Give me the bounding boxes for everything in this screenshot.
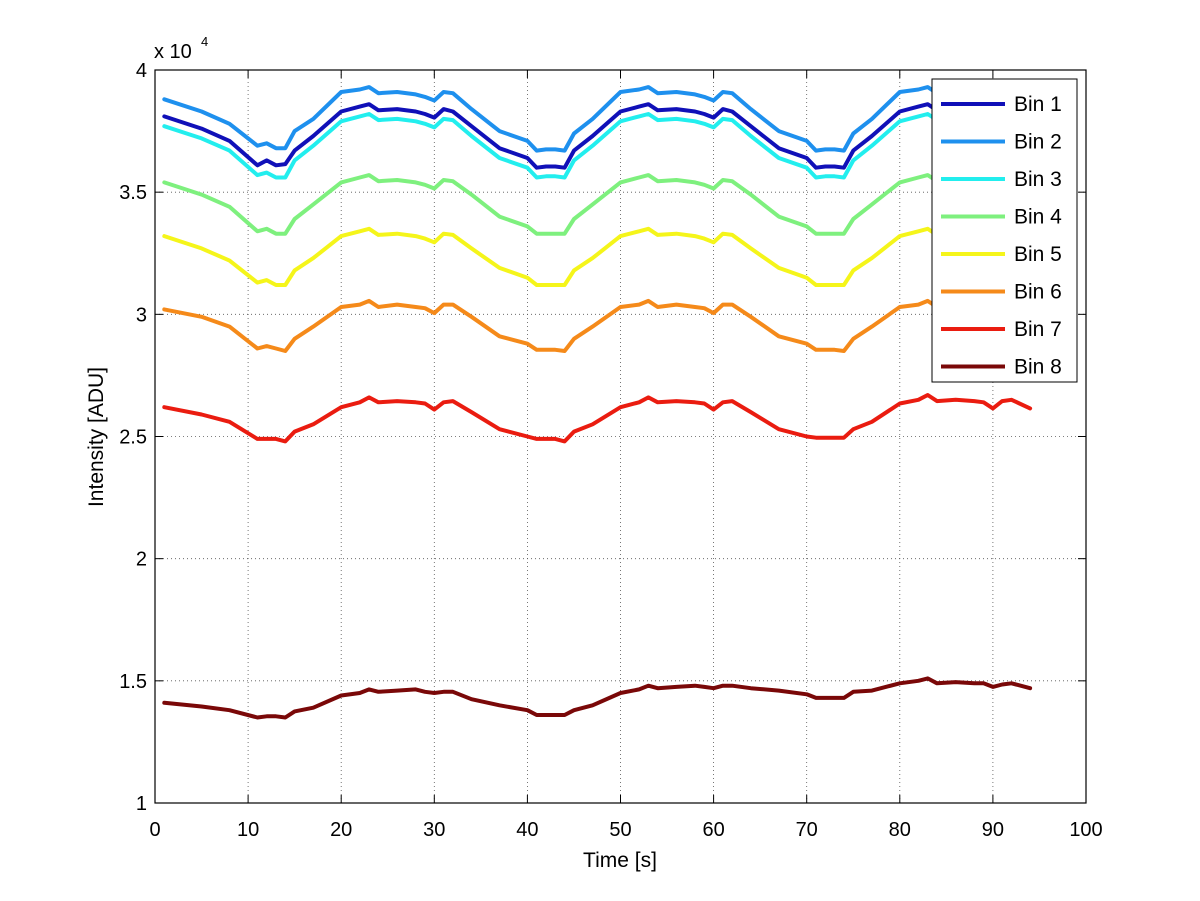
- legend-label-bin-5: Bin 5: [1014, 243, 1062, 266]
- series-line-bin-7: [162, 393, 1033, 444]
- series-line-bin-6: [162, 298, 1033, 353]
- series-line-bin-3: [162, 112, 1033, 180]
- y-axis-label: Intensity [ADU]: [85, 367, 108, 507]
- legend-label-bin-4: Bin 4: [1014, 206, 1062, 229]
- x-tick-label: 60: [702, 819, 724, 841]
- series-line-bin-4: [162, 173, 1033, 236]
- axis-ticks: 0 10 20 30 40 50 60 70 80 90 100 1 1.5 2 2.5 3 3.5 4: [119, 60, 1103, 841]
- x-tick-label: 40: [516, 819, 538, 841]
- y-tick-label: 4: [136, 60, 147, 82]
- x-tick-label: 90: [982, 819, 1004, 841]
- legend-label-bin-7: Bin 7: [1014, 318, 1062, 341]
- x-tick-label: 30: [423, 819, 445, 841]
- y-tick-label: 3: [136, 304, 147, 326]
- x-tick-label: 0: [149, 819, 160, 841]
- x-axis-label: Time [s]: [583, 849, 657, 872]
- x-tick-label: 20: [330, 819, 352, 841]
- y-tick-label: 2: [136, 549, 147, 571]
- legend-label-bin-3: Bin 3: [1014, 168, 1062, 191]
- legend: Bin 1 Bin 2 Bin 3 Bin 4 Bin 5 Bin 6 Bin 7 Bin 8: [931, 78, 1078, 383]
- legend-box: [931, 78, 1078, 383]
- legend-label-bin-8: Bin 8: [1014, 356, 1062, 379]
- y-tick-label: 1: [136, 793, 147, 815]
- y-tick-label: 3.5: [119, 182, 147, 204]
- x-tick-label: 80: [889, 819, 911, 841]
- series-lines: [162, 85, 1033, 720]
- legend-label-bin-6: Bin 6: [1014, 281, 1062, 304]
- x-tick-label: 70: [796, 819, 818, 841]
- y-tick-label: 1.5: [119, 671, 147, 693]
- legend-label-bin-2: Bin 2: [1014, 131, 1062, 154]
- x-tick-label: 100: [1069, 819, 1102, 841]
- legend-label-bin-1: Bin 1: [1014, 93, 1062, 116]
- x-tick-label: 50: [609, 819, 631, 841]
- y-exponent-base: x 10: [154, 41, 192, 63]
- series-line-bin-5: [162, 226, 1033, 287]
- x-tick-label: 10: [237, 819, 259, 841]
- y-tick-label: 2.5: [119, 427, 147, 449]
- y-exponent-power: 4: [201, 34, 208, 49]
- series-line-bin-1: [162, 102, 1033, 170]
- series-line-bin-2: [162, 85, 1033, 153]
- series-line-bin-8: [162, 676, 1033, 720]
